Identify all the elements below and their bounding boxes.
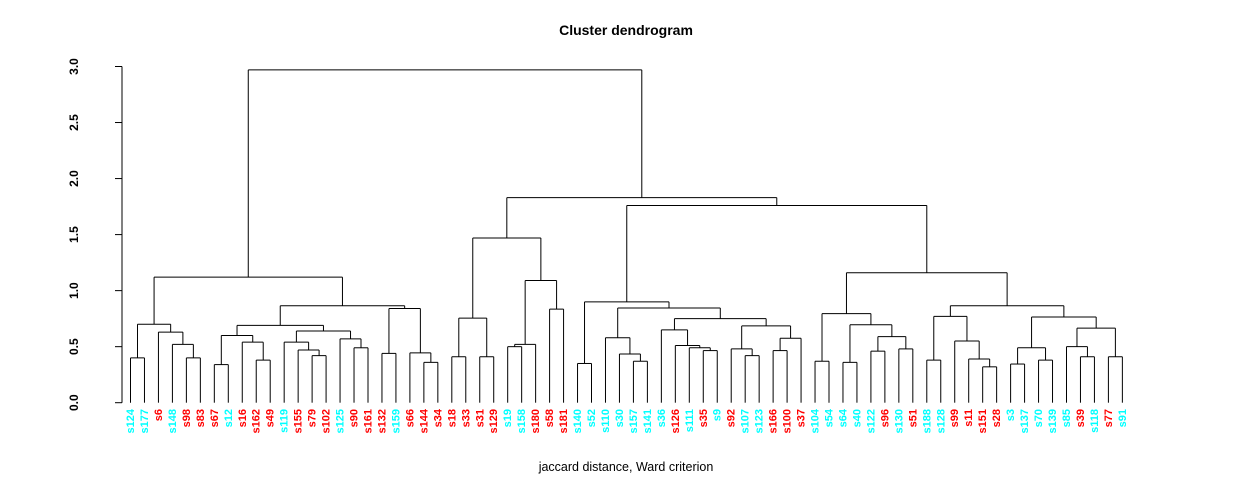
- leaf-label-s99: s99: [949, 409, 961, 427]
- leaf-label-s52: s52: [586, 409, 598, 427]
- leaf-label-s122: s122: [865, 409, 877, 433]
- leaf-label-s19: s19: [502, 409, 514, 427]
- leaf-label-s161: s161: [362, 409, 374, 433]
- leaf-label-s11: s11: [963, 409, 975, 427]
- x-axis-caption: jaccard distance, Ward criterion: [538, 460, 714, 474]
- leaf-label-s98: s98: [181, 409, 193, 427]
- leaf-label-s39: s39: [1075, 409, 1087, 427]
- leaf-label-s90: s90: [349, 409, 361, 427]
- leaf-labels: s124 s177 s6 s148 s98 s83 s67 s12 s16 s162 s49 s119…: [125, 408, 1129, 433]
- leaf-label-s6: s6: [153, 409, 165, 421]
- leaf-label-s104: s104: [810, 408, 822, 433]
- leaf-label-s79: s79: [307, 409, 319, 427]
- leaf-label-s181: s181: [558, 409, 570, 433]
- leaf-label-s28: s28: [991, 409, 1003, 427]
- leaf-label-s40: s40: [851, 409, 863, 427]
- leaf-label-s125: s125: [335, 409, 347, 433]
- leaf-label-s130: s130: [893, 409, 905, 433]
- leaf-label-s166: s166: [768, 409, 780, 433]
- y-axis: 0.0 0.5 1.0 1.5 2.0 2.5 3.0: [67, 58, 123, 411]
- y-tick-label: 1.5: [67, 226, 81, 243]
- leaf-label-s119: s119: [279, 409, 291, 433]
- leaf-label-s92: s92: [726, 409, 738, 427]
- leaf-label-s12: s12: [223, 409, 235, 427]
- y-tick-label: 2.0: [67, 170, 81, 187]
- leaf-label-s83: s83: [195, 409, 207, 427]
- leaf-label-s91: s91: [1117, 409, 1129, 427]
- leaf-label-s36: s36: [656, 409, 668, 427]
- leaf-label-s58: s58: [544, 409, 556, 427]
- leaf-label-s155: s155: [293, 409, 305, 433]
- leaf-label-s77: s77: [1103, 409, 1115, 427]
- leaf-label-s35: s35: [698, 409, 710, 427]
- leaf-label-s107: s107: [740, 409, 752, 433]
- leaf-label-s129: s129: [488, 409, 500, 433]
- leaf-label-s37: s37: [796, 409, 808, 427]
- leaf-label-s118: s118: [1089, 409, 1101, 433]
- leaf-label-s132: s132: [376, 409, 388, 433]
- leaf-label-s51: s51: [907, 409, 919, 427]
- leaf-label-s126: s126: [670, 409, 682, 433]
- leaf-label-s139: s139: [1047, 409, 1059, 433]
- leaf-label-s151: s151: [977, 409, 989, 433]
- leaf-label-s9: s9: [712, 409, 724, 421]
- leaf-label-s18: s18: [446, 409, 458, 427]
- leaf-label-s137: s137: [1019, 409, 1031, 433]
- leaf-label-s31: s31: [474, 409, 486, 427]
- leaf-label-s67: s67: [209, 409, 221, 427]
- leaf-label-s66: s66: [404, 409, 416, 427]
- leaf-label-s144: s144: [418, 408, 430, 433]
- leaf-label-s30: s30: [614, 409, 626, 427]
- leaf-label-s177: s177: [139, 409, 151, 433]
- leaf-label-s180: s180: [530, 409, 542, 433]
- leaf-label-s159: s159: [390, 409, 402, 433]
- leaf-label-s188: s188: [921, 409, 933, 433]
- leaf-label-s49: s49: [265, 409, 277, 427]
- leaf-label-s162: s162: [251, 409, 263, 433]
- leaf-label-s158: s158: [516, 409, 528, 433]
- leaf-label-s16: s16: [237, 409, 249, 427]
- leaf-label-s64: s64: [837, 408, 849, 427]
- leaf-label-s111: s111: [684, 409, 696, 432]
- leaf-label-s128: s128: [935, 409, 947, 433]
- leaf-label-s100: s100: [782, 409, 794, 433]
- leaf-label-s33: s33: [460, 409, 472, 427]
- leaf-label-s141: s141: [642, 409, 654, 433]
- leaf-label-s157: s157: [628, 409, 640, 433]
- leaf-label-s102: s102: [321, 409, 333, 433]
- y-tick-label: 1.0: [67, 282, 81, 299]
- leaf-label-s34: s34: [432, 408, 444, 427]
- leaf-label-s85: s85: [1061, 409, 1073, 427]
- leaf-label-s70: s70: [1033, 409, 1045, 427]
- leaf-label-s3: s3: [1005, 409, 1017, 421]
- leaf-label-s124: s124: [125, 408, 137, 433]
- leaf-label-s96: s96: [879, 409, 891, 427]
- leaf-label-s123: s123: [754, 409, 766, 433]
- chart-title: Cluster dendrogram: [559, 22, 693, 38]
- dendrogram-tree: [130, 69, 1123, 403]
- leaf-label-s54: s54: [824, 408, 836, 427]
- leaf-label-s110: s110: [600, 409, 612, 433]
- leaf-label-s148: s148: [167, 409, 179, 433]
- y-tick-label: 0.5: [67, 338, 81, 355]
- leaf-label-s140: s140: [572, 409, 584, 433]
- y-tick-label: 0.0: [67, 394, 81, 411]
- y-tick-label: 2.5: [67, 114, 81, 131]
- y-tick-label: 3.0: [67, 58, 81, 75]
